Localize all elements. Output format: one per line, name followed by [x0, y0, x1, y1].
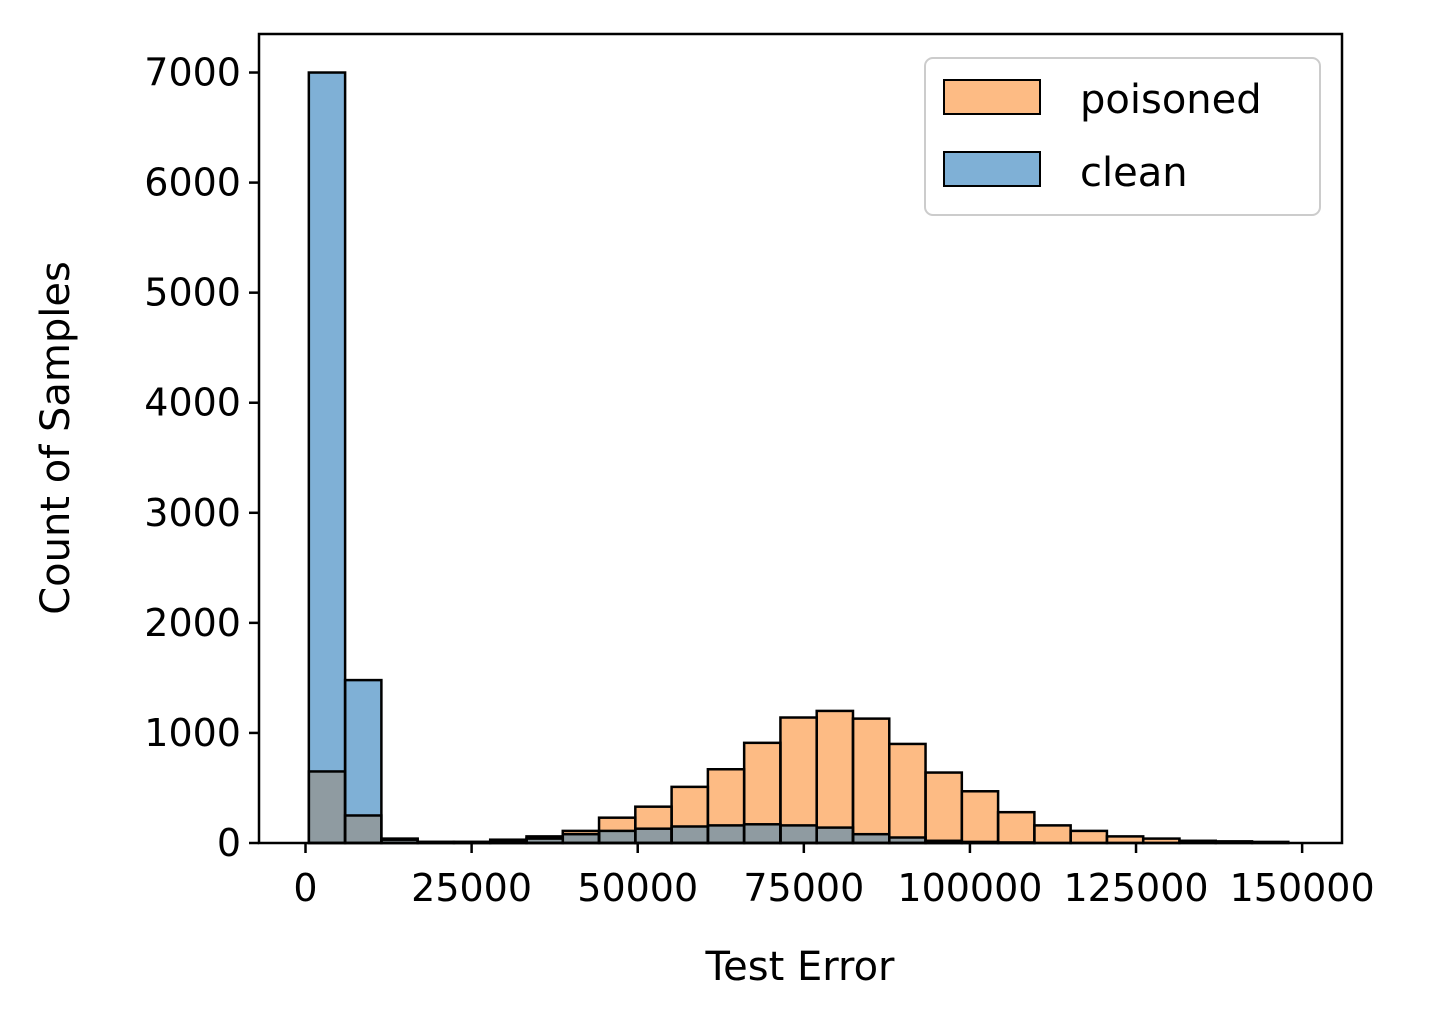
axes-frame	[257, 32, 1344, 845]
bar-overlap	[889, 837, 926, 843]
y-tick-label: 5000	[144, 271, 241, 315]
x-tick-label: 75000	[743, 866, 864, 910]
bar-poisoned	[925, 772, 962, 843]
x-tick-label: 50000	[577, 866, 698, 910]
bar-overlap	[744, 824, 781, 843]
legend: poisoned clean	[924, 57, 1321, 216]
y-tick-label: 2000	[144, 601, 241, 645]
x-tick-label: 150000	[1230, 866, 1375, 910]
bar-poisoned	[998, 812, 1035, 843]
bar-poisoned	[1070, 830, 1107, 843]
x-axis-ticks: 0 25000 50000 75000 100000 125000 150000	[293, 843, 1375, 910]
legend-label-clean: clean	[1080, 150, 1188, 196]
bar-poisoned	[1143, 838, 1180, 843]
poisoned-series	[308, 710, 1289, 843]
overlap-layer	[308, 771, 1035, 843]
bar-overlap	[345, 815, 382, 843]
y-tick-label: 1000	[144, 711, 241, 755]
bar-overlap	[599, 830, 636, 843]
bar-poisoned	[889, 743, 926, 843]
y-tick-label: 3000	[144, 491, 241, 535]
x-tick-label: 0	[293, 866, 317, 910]
y-tick-label: 7000	[144, 51, 241, 95]
legend-swatch-clean	[943, 151, 1041, 187]
bar-overlap	[308, 771, 346, 843]
bar-overlap	[526, 838, 563, 843]
x-axis-label: Test Error	[705, 944, 896, 990]
bar-overlap	[707, 825, 745, 843]
bar-overlap	[671, 826, 708, 843]
y-axis-label: Count of Samples	[33, 261, 79, 615]
y-axis-ticks: 0 1000 2000 3000 4000 5000 6000 7000	[144, 51, 259, 865]
bar-overlap	[852, 834, 890, 843]
x-tick-label: 125000	[1063, 866, 1208, 910]
y-tick-label: 6000	[144, 161, 241, 205]
bar-poisoned	[780, 717, 817, 843]
bar-poisoned	[816, 710, 853, 843]
y-tick-label: 4000	[144, 381, 241, 425]
legend-label-poisoned: poisoned	[1080, 77, 1262, 123]
legend-swatch-poisoned	[943, 79, 1041, 115]
x-tick-label: 100000	[897, 866, 1042, 910]
bar-overlap	[635, 828, 672, 843]
bar-overlap	[780, 825, 817, 843]
bar-overlap	[562, 834, 600, 843]
bar-clean	[308, 72, 346, 844]
bar-overlap	[816, 827, 853, 843]
bar-poisoned	[852, 718, 890, 843]
bar-poisoned	[1106, 836, 1144, 843]
x-tick-label: 25000	[411, 866, 532, 910]
bar-poisoned	[961, 791, 999, 843]
bar-poisoned	[1034, 825, 1071, 843]
bar-overlap	[381, 839, 418, 843]
y-tick-label: 0	[217, 821, 241, 865]
